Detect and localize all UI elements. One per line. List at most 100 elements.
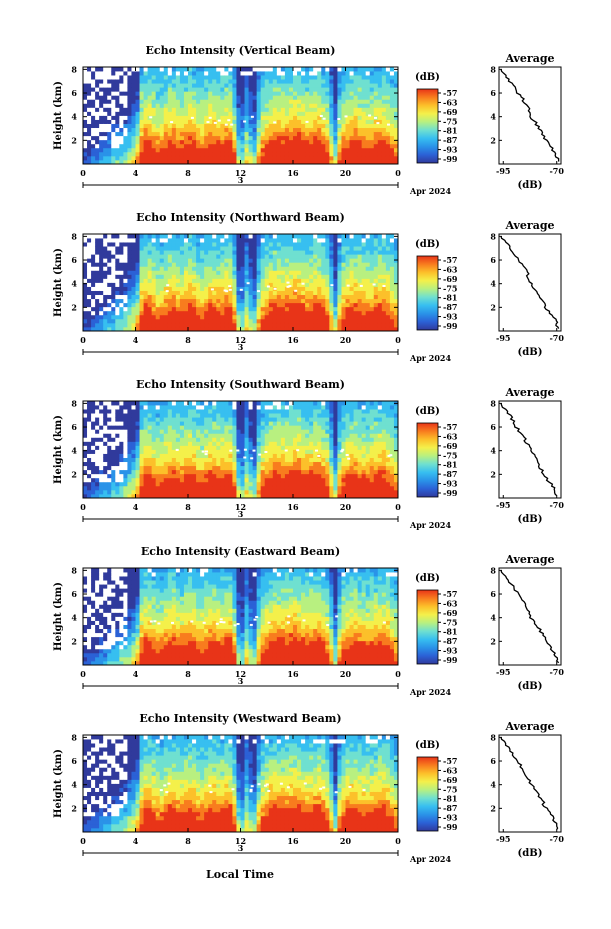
heatmap-cell [381, 159, 387, 165]
heatmap-cell [175, 409, 181, 414]
heatmap-cell [107, 473, 112, 479]
heatmap-cell [175, 294, 181, 300]
heatmap-cell [208, 322, 213, 328]
heatmap-cell [240, 103, 245, 108]
heatmap-cell [240, 469, 245, 475]
heatmap-cell [196, 67, 201, 72]
heatmap-cell [252, 318, 258, 324]
heatmap-cell [179, 441, 185, 446]
heatmap-cell [188, 310, 193, 316]
heatmap-cell [301, 310, 306, 316]
heatmap-cell [313, 302, 318, 308]
heatmap-cell [131, 310, 136, 316]
heatmap-cell [248, 425, 254, 430]
heatmap-cell [381, 266, 387, 271]
heatmap-cell [216, 282, 221, 287]
heatmap-cell [373, 107, 379, 112]
panel-3: Echo Intensity (Southward Beam)2468Heigh… [53, 378, 564, 530]
heatmap-cell [171, 429, 177, 434]
heatmap-cell [256, 115, 262, 120]
heatmap-cell [179, 310, 185, 316]
heatmap-cell [99, 234, 104, 239]
heatmap-cell [115, 139, 120, 145]
heatmap-cell [385, 282, 391, 287]
heatmap-cell [135, 254, 140, 259]
heatmap-cell [163, 143, 169, 149]
heatmap-cell [341, 318, 346, 324]
heatmap-cell [159, 147, 165, 153]
heatmap-cell [313, 310, 318, 316]
heatmap-cell [272, 262, 278, 267]
heatmap-cell [131, 473, 136, 479]
heatmap-cell [87, 103, 92, 108]
heatmap-cell [236, 409, 241, 414]
heatmap-cell [345, 87, 350, 92]
heatmap-cell [325, 242, 330, 247]
heatmap-cell [159, 71, 165, 76]
heatmap-cell [329, 111, 334, 116]
heatmap-cell [95, 473, 100, 479]
heatmap-cell [107, 71, 112, 76]
heatmap-cell [377, 246, 383, 251]
heatmap-cell [127, 87, 132, 92]
heatmap-cell [188, 266, 193, 271]
heatmap-cell [216, 409, 221, 414]
heatmap-cell [345, 151, 350, 157]
heatmap-cell [143, 302, 149, 308]
heatmap-cell [220, 322, 225, 328]
heatmap-cell [123, 83, 128, 88]
heatmap-cell [171, 421, 177, 426]
heatmap-cell [159, 294, 165, 300]
heatmap-cell [248, 453, 254, 458]
heatmap-cell [377, 119, 383, 124]
heatmap-cell [216, 242, 221, 247]
heatmap-cell [163, 95, 169, 100]
heatmap-cell [91, 250, 96, 255]
heatmap-cell [127, 75, 132, 80]
missing-data-dot [246, 282, 250, 285]
heatmap-cell [264, 298, 270, 304]
heatmap-cell [309, 159, 314, 165]
heatmap-cell [155, 250, 161, 255]
heatmap-cell [139, 127, 144, 133]
heatmap-cell [192, 481, 197, 487]
heatmap-cell [91, 71, 96, 76]
heatmap-cell [220, 258, 225, 263]
heatmap-cell [127, 477, 132, 483]
heatmap-cell [208, 79, 213, 84]
heatmap-cell [167, 262, 173, 267]
heatmap-cell [115, 282, 120, 287]
heatmap-cell [264, 111, 270, 116]
colorbar-tick-label: -93 [443, 145, 458, 155]
heatmap-cell [256, 254, 262, 259]
heatmap-cell [248, 409, 254, 414]
heatmap-cell [111, 469, 116, 475]
heatmap-cell [345, 131, 350, 137]
heatmap-cell [389, 67, 395, 72]
heatmap-cell [329, 151, 334, 157]
heatmap-cell [361, 306, 367, 312]
heatmap-cell [381, 322, 387, 328]
heatmap-cell [357, 250, 363, 255]
heatmap-cell [389, 103, 395, 108]
heatmap-cell [200, 119, 205, 124]
heatmap-cell [361, 67, 367, 72]
heatmap-cell [236, 477, 241, 483]
heatmap-cell [119, 139, 124, 145]
heatmap-cell [220, 119, 225, 124]
heatmap-cell [200, 318, 205, 324]
heatmap-cell [357, 127, 363, 133]
heatmap-cell [167, 421, 173, 426]
heatmap-cell [87, 409, 92, 414]
heatmap-cell [139, 250, 144, 255]
heatmap-cell [280, 306, 286, 312]
heatmap-cell [119, 294, 124, 300]
heatmap-cell [115, 270, 120, 275]
heatmap-cell [107, 266, 112, 271]
heatmap-cell [115, 95, 120, 100]
heatmap-cell [284, 123, 290, 129]
heatmap-cell [192, 258, 197, 263]
heatmap-cell [119, 107, 124, 112]
heatmap-cell [329, 139, 334, 145]
heatmap-cell [200, 477, 205, 483]
